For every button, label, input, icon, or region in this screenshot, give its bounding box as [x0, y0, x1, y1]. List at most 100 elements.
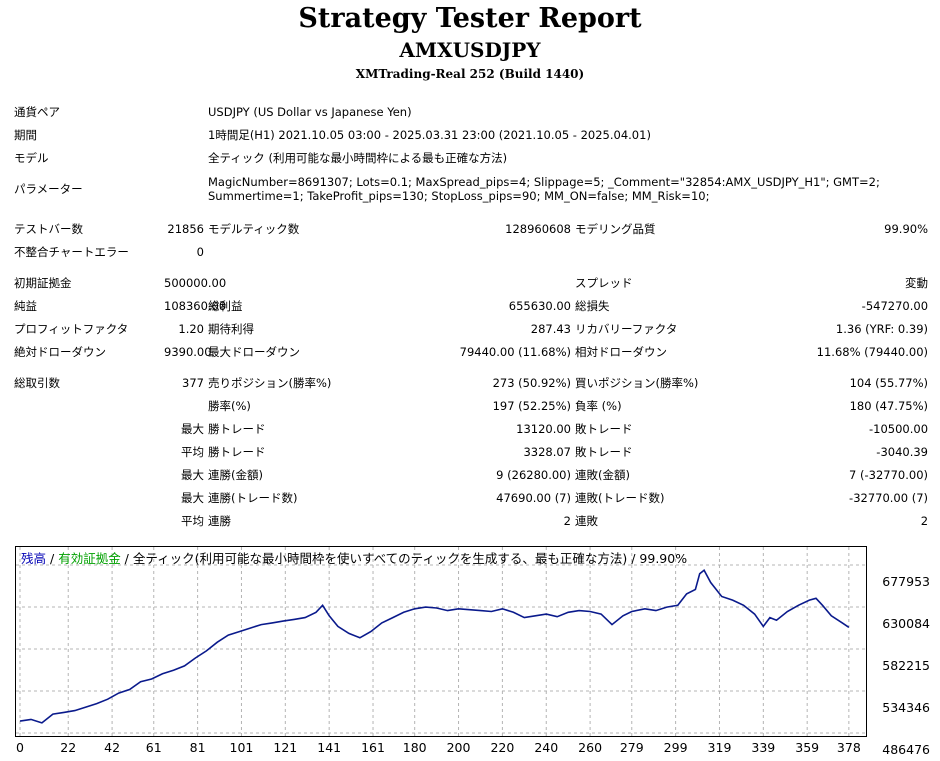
y-tick-label: 582215	[882, 657, 930, 673]
y-tick-label: 534346	[882, 699, 930, 715]
report-title: Strategy Tester Report	[298, 3, 642, 34]
setting-row-parameters: パラメーター MagicNumber=8691307; Lots=0.1; Ma…	[12, 169, 930, 209]
x-tick-label: 279	[619, 740, 644, 755]
stat-label: 相対ドローダウン	[575, 344, 667, 359]
y-tick-label: 677953	[882, 574, 930, 589]
stat-label: 敗トレード	[575, 444, 633, 459]
stat-value: 47690.00 (7)	[496, 490, 571, 505]
stat-label: 連敗	[575, 513, 598, 528]
stats-row: 最大 勝トレード 13120.00 敗トレード -10500.00	[12, 417, 930, 440]
stats-row: 平均 連勝 2 連敗 2	[12, 509, 930, 532]
legend-equity: 有効証拠金	[58, 551, 121, 566]
setting-label: 期間	[14, 127, 37, 142]
stats-row: 平均 勝トレード 3328.07 敗トレード -3040.39	[12, 440, 930, 463]
x-tick-label: 161	[361, 740, 385, 755]
stat-label: プロフィットファクタ	[14, 321, 129, 336]
x-tick-label: 220	[490, 740, 515, 755]
y-tick-label: 486476	[882, 742, 930, 757]
x-tick-label: 240	[534, 740, 559, 755]
stat-label: 連敗(金額)	[575, 467, 630, 482]
x-tick-label: 339	[751, 740, 776, 755]
stat-prefix: 最大	[181, 490, 204, 505]
setting-value: MagicNumber=8691307; Lots=0.1; MaxSpread…	[208, 175, 880, 203]
stat-value: 0	[196, 244, 204, 259]
stat-label: 不整合チャートエラー	[14, 244, 129, 259]
stat-label: 売りポジション(勝率%)	[208, 375, 332, 390]
x-tick-label: 260	[578, 740, 603, 755]
setting-row-period: 期間 1時間足(H1) 2021.10.05 03:00 - 2025.03.3…	[12, 123, 930, 146]
stat-value: 変動	[905, 275, 929, 290]
setting-value: USDJPY (US Dollar vs Japanese Yen)	[208, 104, 412, 119]
stat-label: リカバリーファクタ	[575, 321, 678, 336]
stat-value: 128960608	[505, 221, 571, 236]
stat-value: 7 (-32770.00)	[849, 467, 929, 482]
stat-value: 13120.00	[516, 421, 571, 436]
legend-sep: /	[120, 551, 133, 566]
legend-balance: 残高	[21, 551, 47, 566]
stat-prefix: 最大	[181, 467, 204, 482]
stat-value: 2	[563, 513, 571, 528]
stat-label: 連勝	[208, 513, 231, 528]
stat-value: 2	[920, 513, 929, 528]
stat-value: 377	[182, 375, 204, 390]
x-axis-labels: 0 22 42 61 81 101 121 141 161 180 200 220 240 260 279 2…	[0, 740, 940, 760]
report-table: 通貨ペア USDJPY (US Dollar vs Japanese Yen) …	[12, 100, 930, 532]
stat-value: -32770.00 (7)	[849, 490, 929, 505]
stat-value: 9 (26280.00)	[496, 467, 571, 482]
stat-value: 500000.00	[164, 275, 227, 290]
setting-label: パラメーター	[14, 182, 83, 196]
setting-row-pair: 通貨ペア USDJPY (US Dollar vs Japanese Yen)	[12, 100, 930, 123]
stats-row: 最大 連勝(トレード数) 47690.00 (7) 連敗(トレード数) -327…	[12, 486, 930, 509]
x-tick-label: 121	[273, 740, 298, 755]
x-tick-label: 180	[402, 740, 427, 755]
stat-label: 勝トレード	[208, 444, 266, 459]
stat-value: -3040.39	[876, 444, 929, 459]
stat-value: 11.68% (79440.00)	[816, 344, 929, 359]
stat-label: 連勝(トレード数)	[208, 490, 298, 505]
stat-value: 79440.00 (11.68%)	[459, 344, 571, 359]
x-tick-label: 61	[145, 740, 162, 755]
y-tick-label: 630084	[882, 615, 930, 631]
x-tick-label: 359	[795, 740, 820, 755]
stat-value: -547270.00	[861, 298, 929, 313]
stat-label: 初期証拠金	[14, 275, 72, 290]
stats-row: 最大 連勝(金額) 9 (26280.00) 連敗(金額) 7 (-32770.…	[12, 463, 930, 486]
stat-value: -10500.00	[868, 421, 929, 436]
stats-row: プロフィットファクタ 1.20 期待利得 287.43 リカバリーファクタ 1.…	[12, 317, 930, 340]
stats-row: 初期証拠金 500000.00 スプレッド 変動	[12, 271, 930, 294]
x-tick-label: 42	[104, 740, 121, 755]
stat-label: 絶対ドローダウン	[14, 344, 106, 359]
x-tick-label: 101	[229, 740, 254, 755]
report-symbol: AMXUSDJPY	[399, 38, 541, 62]
stat-value: 1.20	[178, 321, 204, 336]
stat-label: 総損失	[575, 298, 610, 313]
stat-value: 108360.00	[164, 298, 227, 313]
x-tick-label: 299	[663, 740, 688, 755]
stat-prefix: 平均	[181, 513, 204, 528]
stat-label: 買いポジション(勝率%)	[575, 375, 699, 390]
stat-prefix: 最大	[181, 421, 204, 436]
stat-value: 655630.00	[508, 298, 571, 313]
setting-row-model: モデル 全ティック (利用可能な最小時間枠による最も正確な方法)	[12, 146, 930, 169]
stats-row: 勝率(%) 197 (52.25%) 負率 (%) 180 (47.75%)	[12, 394, 930, 417]
stat-label: 純益	[14, 298, 37, 313]
y-axis-labels: 677953 630084 582215 534346 486476	[872, 546, 938, 757]
stat-label: モデルティック数	[208, 221, 300, 236]
setting-label: 通貨ペア	[14, 104, 60, 119]
stats-row: 絶対ドローダウン 9390.00 最大ドローダウン 79440.00 (11.6…	[12, 340, 930, 363]
stats-row: 純益 108360.00 総利益 655630.00 総損失 -547270.0…	[12, 294, 930, 317]
stat-value: 180 (47.75%)	[849, 398, 929, 413]
legend-model: 全ティック(利用可能な最小時間枠を使いすべてのティックを生成する、最も正確な方法…	[132, 551, 688, 566]
stat-label: モデリング品質	[575, 221, 656, 236]
balance-chart: 残高 / 有効証拠金 / 全ティック(利用可能な最小時間枠を使いすべてのティック…	[15, 546, 867, 737]
report-server: XMTrading-Real 252 (Build 1440)	[355, 67, 585, 81]
stat-value: 21856	[167, 221, 204, 236]
x-tick-label: 22	[60, 740, 77, 755]
stat-label: 敗トレード	[575, 421, 633, 436]
stat-label: 負率 (%)	[575, 398, 622, 413]
x-tick-label: 378	[836, 740, 861, 755]
setting-value: 全ティック (利用可能な最小時間枠による最も正確な方法)	[208, 150, 508, 165]
stat-label: 連勝(金額)	[208, 467, 263, 482]
stat-label: 期待利得	[208, 321, 254, 336]
setting-label: モデル	[14, 150, 49, 165]
